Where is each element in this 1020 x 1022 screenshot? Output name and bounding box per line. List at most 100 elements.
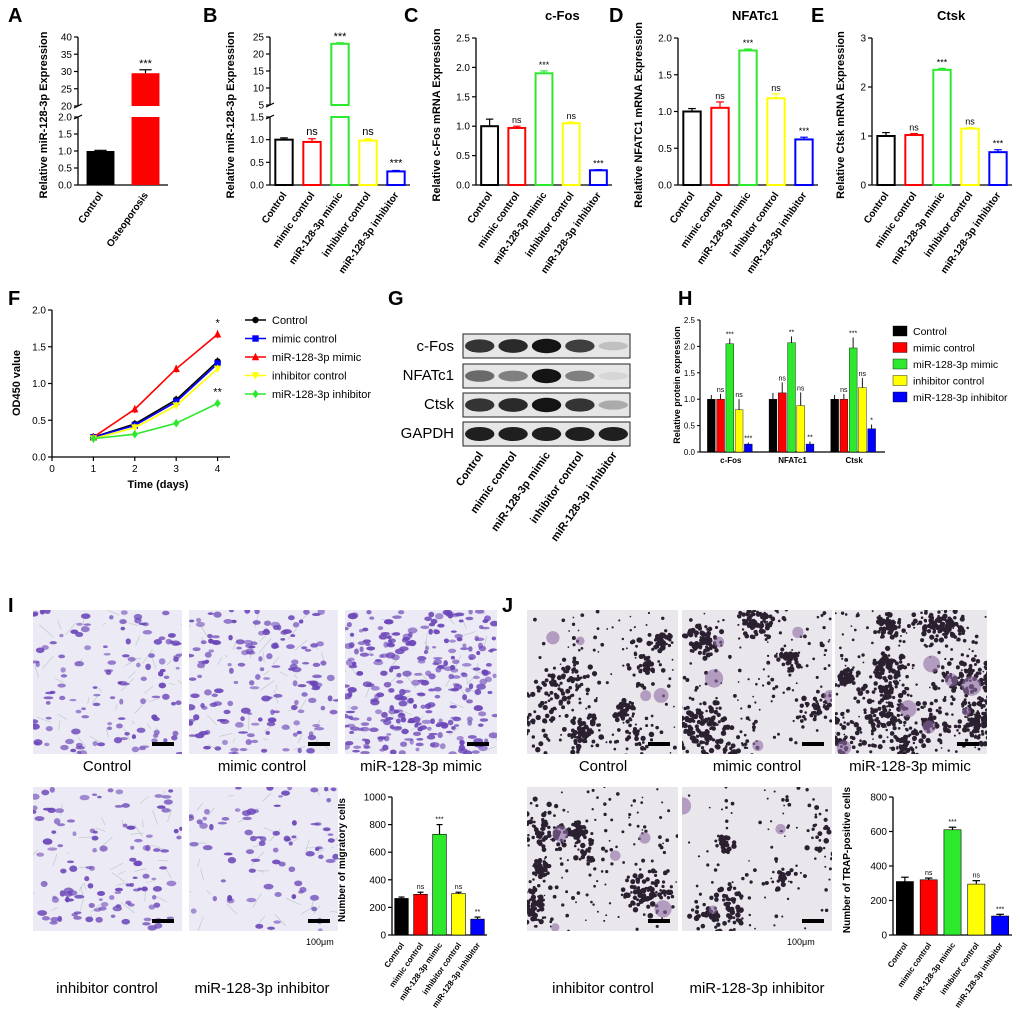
cell (561, 705, 566, 710)
cell (706, 720, 713, 727)
cell (636, 902, 641, 907)
stained-cell (162, 610, 170, 616)
stained-cell (204, 689, 212, 696)
fiber (252, 893, 262, 908)
stained-cell (189, 841, 199, 847)
cell (986, 660, 987, 664)
stained-cell (91, 793, 98, 796)
cell (894, 661, 899, 666)
cell (929, 622, 932, 625)
cell (657, 648, 663, 654)
stained-cell (458, 619, 464, 623)
cell (746, 746, 749, 750)
cell (824, 648, 828, 652)
cell (584, 919, 587, 922)
cell (853, 628, 857, 632)
cell (897, 617, 902, 622)
chart-title-d: NFATc1 (732, 8, 778, 23)
cell (533, 900, 538, 905)
cell (552, 894, 557, 899)
stained-cell (456, 736, 464, 741)
cell (888, 670, 891, 674)
cell (593, 698, 598, 703)
stained-cell (41, 645, 49, 650)
stained-cell (250, 722, 260, 726)
cell (920, 638, 925, 643)
cell (747, 624, 751, 629)
cell (569, 694, 573, 698)
cell (517, 908, 523, 914)
cell (890, 746, 896, 752)
stained-cell (450, 630, 457, 633)
stained-cell (428, 688, 436, 692)
cell (938, 733, 942, 737)
stained-cell (373, 660, 384, 666)
cell (708, 806, 711, 809)
cell (590, 857, 596, 863)
cell (688, 696, 692, 700)
blot-band (531, 426, 562, 442)
cell (973, 663, 977, 667)
stained-cell (359, 652, 370, 657)
blot-band (531, 368, 562, 384)
cell (952, 627, 955, 630)
cell (985, 735, 987, 740)
fiber (105, 727, 109, 738)
cell (585, 692, 589, 696)
stained-cell (360, 722, 370, 726)
cell (815, 729, 819, 732)
stained-cell (389, 749, 397, 754)
cell (561, 903, 565, 907)
cell (861, 740, 867, 746)
cell (589, 719, 595, 724)
cell (715, 844, 719, 848)
cell (567, 646, 570, 648)
stained-cell (261, 748, 268, 753)
cell (994, 723, 998, 727)
cell (717, 928, 723, 931)
cell (731, 881, 734, 884)
cell (783, 644, 787, 648)
fiber (263, 651, 265, 663)
cell (724, 745, 728, 748)
cell (617, 915, 620, 919)
stained-cell (270, 621, 280, 628)
cell (699, 740, 704, 745)
stained-cell (207, 612, 214, 615)
stained-cell (258, 656, 263, 662)
stained-cell (478, 711, 487, 717)
osteoclast (944, 673, 958, 687)
osteoclast (923, 655, 941, 673)
stained-cell (204, 808, 210, 815)
cell (774, 610, 779, 613)
ylabel-f: OD450 value (11, 350, 23, 416)
stained-cell (386, 733, 392, 736)
cell (566, 859, 569, 862)
cell (769, 820, 773, 823)
y-tick-label: 1.0 (658, 107, 672, 118)
legend-swatch (892, 391, 908, 403)
x-tick-label: 2 (132, 464, 138, 475)
cell (979, 697, 985, 703)
legend-marker (252, 335, 259, 342)
cell (898, 744, 901, 747)
fiber (95, 827, 106, 832)
cell (813, 714, 817, 718)
cell (911, 612, 917, 618)
cell (682, 721, 686, 726)
fiber (134, 868, 147, 872)
scale-bar (802, 919, 824, 923)
stained-cell (148, 653, 155, 658)
cell (960, 653, 964, 657)
cell (603, 802, 607, 806)
cell (856, 687, 861, 692)
cell (572, 656, 577, 661)
cell (766, 681, 771, 686)
stained-cell (332, 699, 338, 702)
signif-label: ns (797, 385, 805, 392)
cell (622, 702, 628, 708)
cell (974, 641, 978, 645)
cell (522, 713, 526, 717)
cell (959, 616, 965, 622)
